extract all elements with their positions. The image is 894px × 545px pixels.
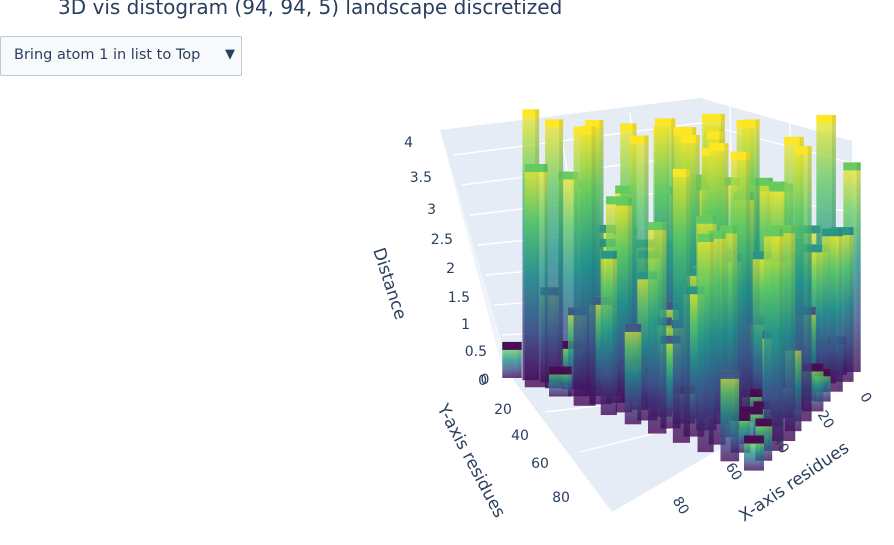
z-tick-label: 1 [461, 317, 470, 333]
y-tick-label: 0 [481, 372, 490, 388]
y-tick-label: 60 [531, 456, 549, 472]
z-tick-label: 3 [427, 202, 436, 218]
surface-bar [720, 370, 740, 462]
z-tick-label: 3.5 [410, 170, 432, 186]
surface-bar [822, 228, 843, 392]
surface-bar [573, 126, 596, 406]
z-tick-label: 0.5 [465, 344, 487, 360]
x-tick-label: 60 [722, 460, 745, 484]
y-tick-label: 40 [511, 428, 529, 444]
surface-bar [697, 233, 714, 453]
y-tick-label: 80 [552, 490, 570, 506]
chart-title: 3D vis distogram (94, 94, 5) landscape d… [58, 0, 563, 19]
surface-mesh [502, 109, 861, 471]
dropdown-selected-label: Bring atom 1 in list to Top [14, 47, 201, 63]
chevron-down-icon: ▼ [225, 47, 235, 62]
y-tick-label: 20 [494, 402, 512, 418]
surface-bar [502, 341, 522, 378]
z-tick-label: 2.5 [431, 232, 453, 248]
z-axis-title: Distance [368, 245, 410, 322]
z-tick-label: 4 [404, 135, 413, 151]
surface-bar [549, 366, 572, 397]
surface-bar [648, 222, 667, 434]
x-tick-label: 80 [669, 494, 692, 518]
z-tick-label: 0 [478, 373, 487, 389]
surface-bar [744, 435, 764, 471]
y-axis-title: Y-axis residues [432, 400, 509, 521]
surface-bar [624, 323, 642, 425]
surface-bar [524, 164, 548, 388]
x-tick-label: 0 [856, 390, 874, 406]
z-tick-label: 2 [446, 261, 455, 277]
surface-bar [600, 250, 617, 416]
surface-bar [672, 168, 690, 443]
z-tick-label: 1.5 [448, 290, 470, 306]
atom-order-dropdown[interactable]: Bring atom 1 in list to Top ▼ [0, 36, 242, 76]
z-axis-ticks: 0 0.5 1 1.5 2 2.5 3 3.5 4 [404, 135, 487, 389]
x-tick-label: 20 [814, 408, 837, 432]
surface-bar [545, 119, 564, 389]
surface-bar [763, 228, 784, 451]
